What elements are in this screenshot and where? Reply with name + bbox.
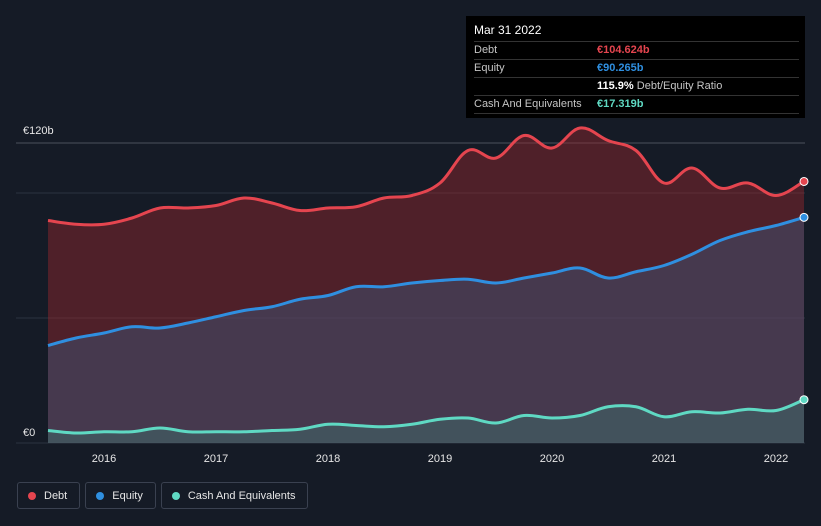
tooltip-row-debt: Debt €104.624b <box>474 42 799 60</box>
line-equity <box>47 215 805 347</box>
end-marker-cash <box>799 395 809 405</box>
x-axis: 2016 2017 2018 2019 2020 2021 2022 <box>92 453 788 465</box>
y-tick-label-0: €0 <box>23 427 35 439</box>
tooltip-row-cash: Cash And Equivalents €17.319b <box>474 96 799 114</box>
x-tick-label-2022: 2022 <box>764 453 788 465</box>
line-debt <box>47 126 805 227</box>
area-equity <box>48 217 804 443</box>
legend: Debt Equity Cash And Equivalents <box>17 482 309 509</box>
line-cash <box>47 398 805 435</box>
legend-label-cash: Cash And Equivalents <box>187 489 296 502</box>
x-tick-label-2019: 2019 <box>428 453 452 465</box>
tooltip-equity-value: €90.265b <box>597 62 644 74</box>
tooltip-cash-value: €17.319b <box>597 98 644 110</box>
tooltip-ratio-value: 115.9% <box>597 80 634 92</box>
legend-dot-cash <box>171 491 180 500</box>
tooltip-cash-label: Cash And Equivalents <box>474 98 582 110</box>
legend-label-equity: Equity <box>112 489 143 502</box>
x-tick-label-2020: 2020 <box>540 453 564 465</box>
end-marker-debt <box>799 176 809 186</box>
end-marker-equity <box>799 212 809 222</box>
legend-item-equity[interactable]: Equity <box>85 482 156 509</box>
x-tick-label-2016: 2016 <box>92 453 116 465</box>
tooltip-row-equity: Equity €90.265b <box>474 60 799 78</box>
x-tick-label-2021: 2021 <box>652 453 676 465</box>
series-end-markers <box>799 176 809 405</box>
tooltip: Mar 31 2022 Debt €104.624b Equity €90.26… <box>466 16 805 118</box>
legend-item-cash[interactable]: Cash And Equivalents <box>160 482 309 509</box>
tooltip-equity-label: Equity <box>474 62 505 74</box>
x-tick-label-2018: 2018 <box>316 453 340 465</box>
tooltip-date: Mar 31 2022 <box>474 16 799 42</box>
series-areas <box>48 127 804 443</box>
x-tick-label-2017: 2017 <box>204 453 228 465</box>
tooltip-debt-label: Debt <box>474 44 498 56</box>
tooltip-debt-value: €104.624b <box>597 44 650 56</box>
series-lines <box>47 126 805 435</box>
legend-dot-equity <box>96 491 105 500</box>
legend-label-debt: Debt <box>44 489 68 502</box>
tooltip-row-ratio: 115.9% Debt/Equity Ratio <box>474 78 799 96</box>
legend-dot-debt <box>28 491 36 500</box>
tooltip-ratio-text: Debt/Equity Ratio <box>636 80 723 92</box>
legend-item-debt[interactable]: Debt <box>17 482 81 509</box>
y-axis: €0 €120b <box>23 125 54 439</box>
y-tick-label-120: €120b <box>23 125 54 137</box>
